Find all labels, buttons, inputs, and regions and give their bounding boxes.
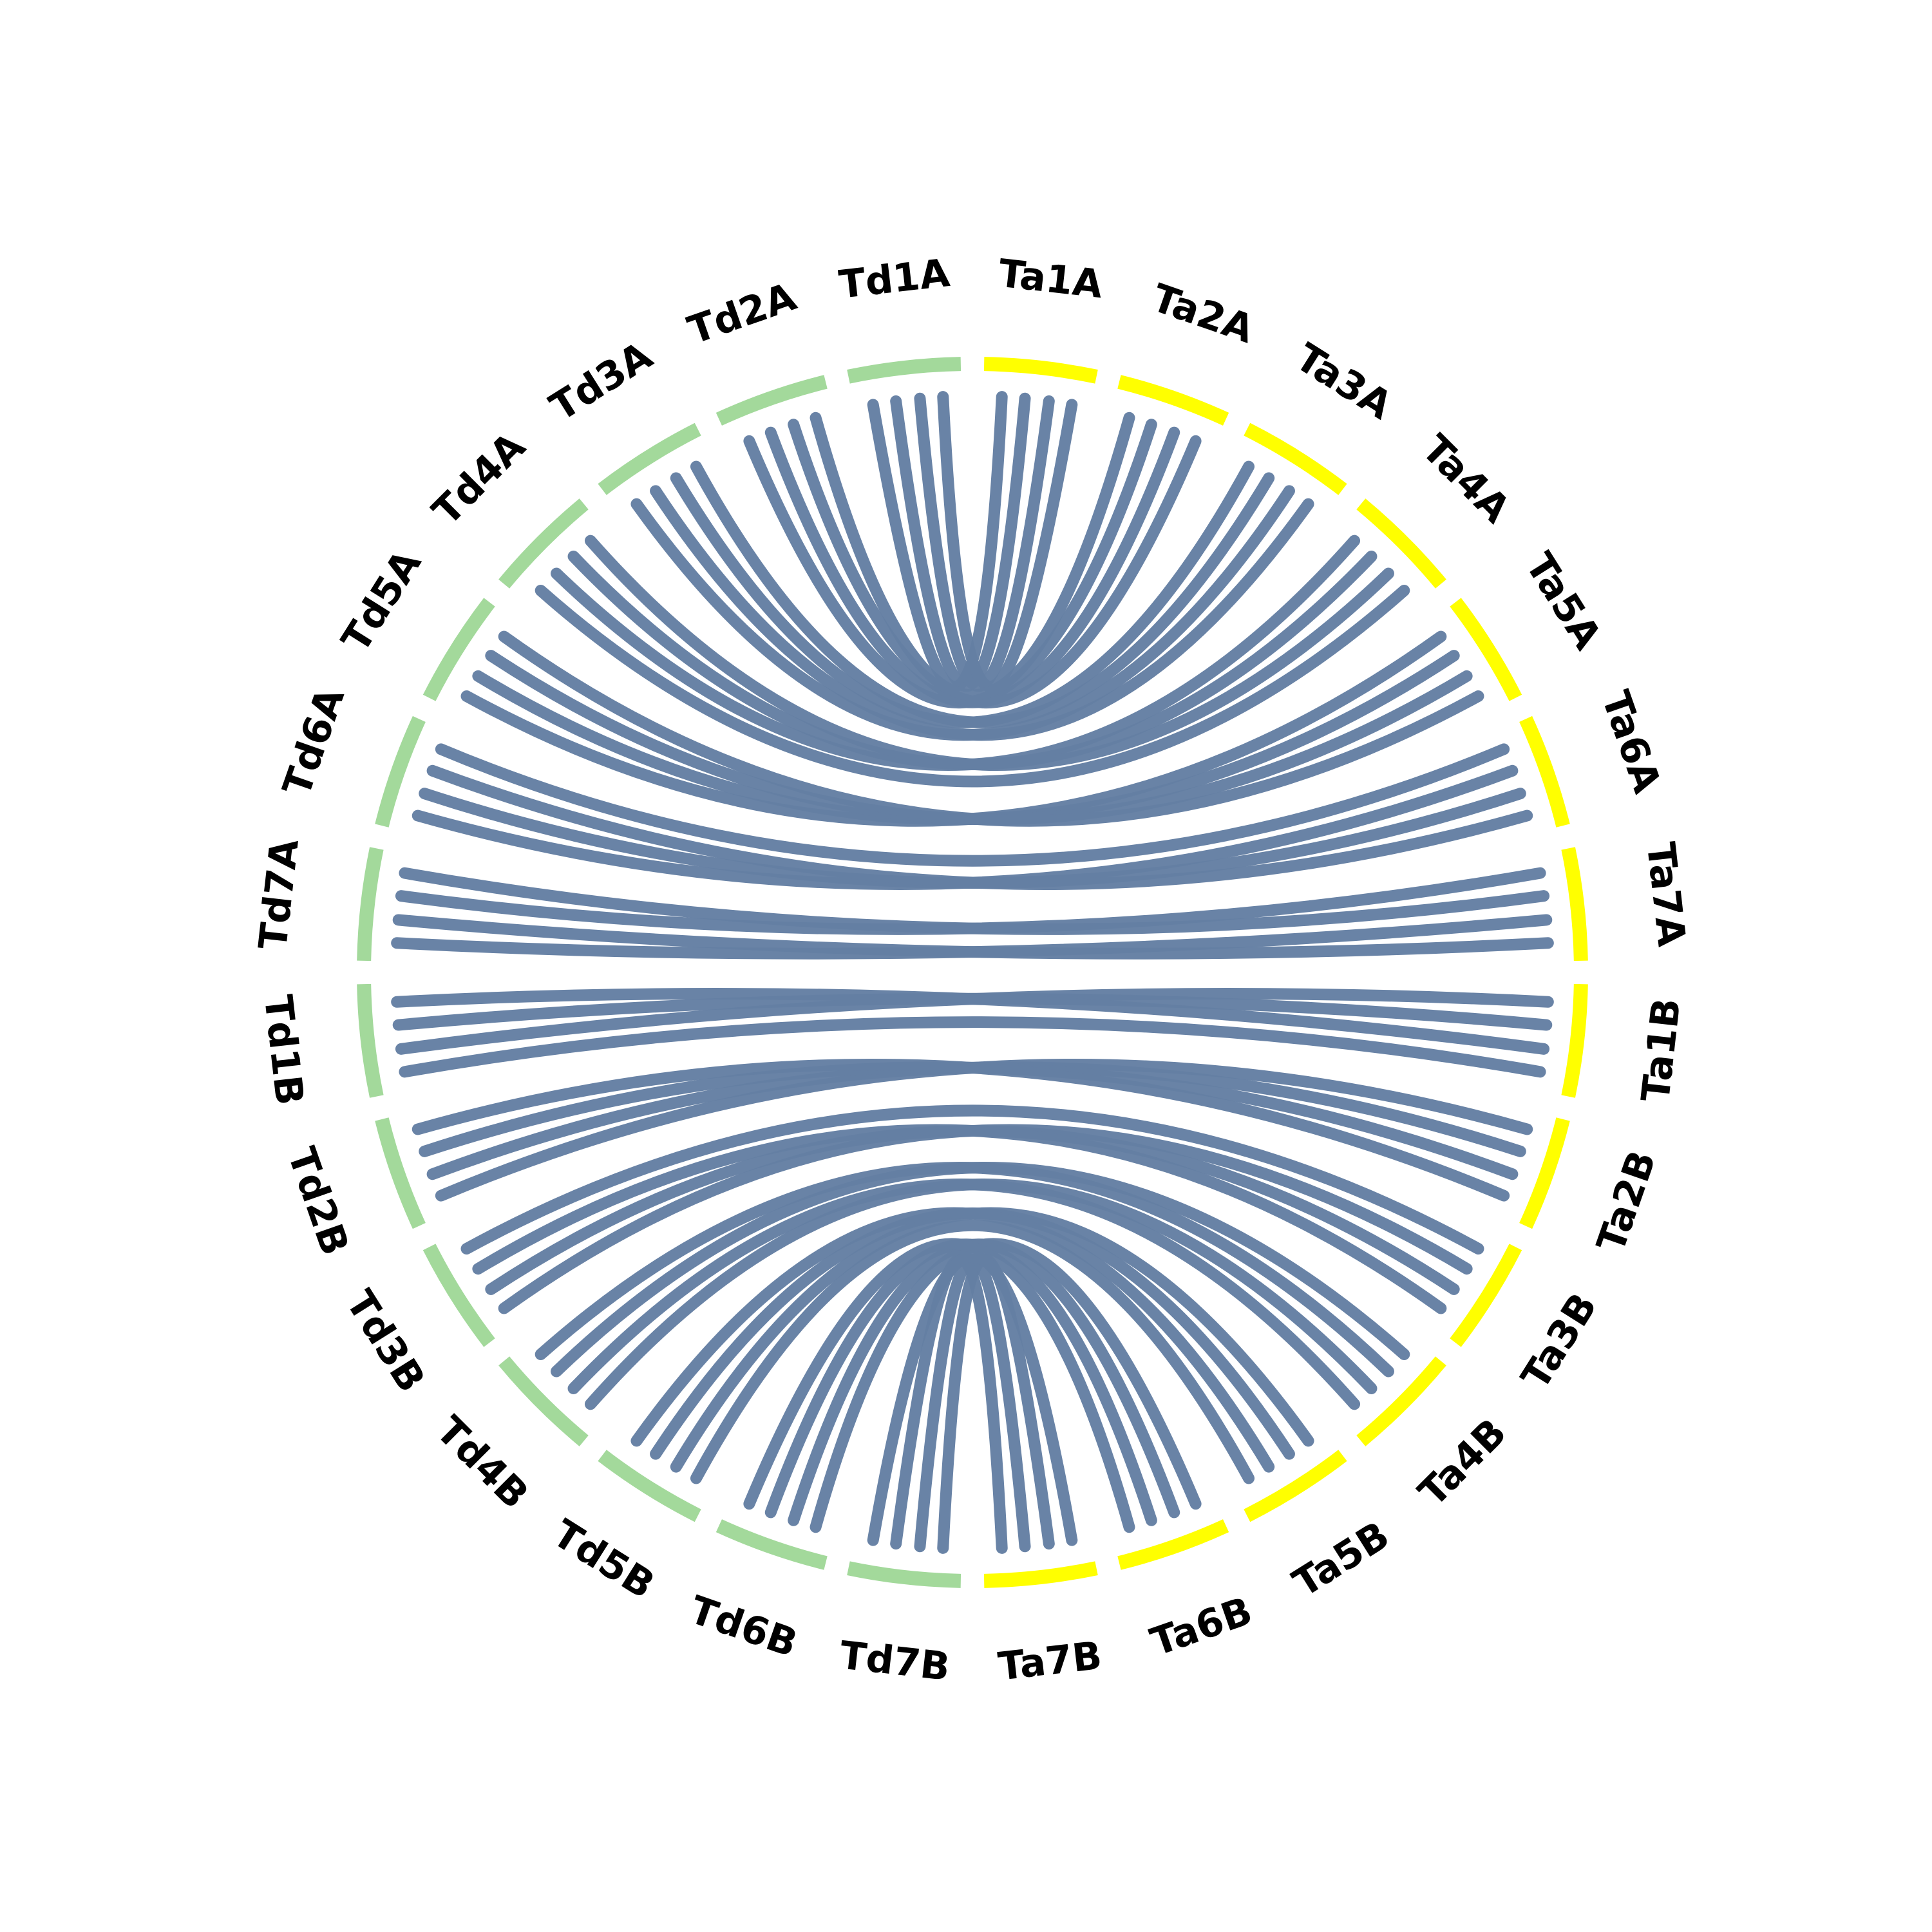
segment-label: Ta2A xyxy=(1146,276,1260,353)
td-segment xyxy=(498,1356,589,1446)
td-segment xyxy=(375,1117,426,1229)
link xyxy=(690,1219,1255,1484)
td-segment xyxy=(422,598,495,701)
link xyxy=(412,1059,1510,1202)
segment-label: Td4A xyxy=(424,424,535,535)
link xyxy=(584,535,1394,771)
ta-segment xyxy=(1117,375,1229,426)
segment-label: Td7B xyxy=(837,1633,952,1690)
link xyxy=(412,764,1519,890)
links xyxy=(391,391,1554,1554)
segment-label: Ta5B xyxy=(1285,1513,1397,1606)
td-segment xyxy=(598,422,701,495)
segment-label: Ta2B xyxy=(1589,1145,1665,1258)
segment-label: Ta1A xyxy=(996,251,1105,308)
link xyxy=(690,460,1275,728)
segment-label: Td1B xyxy=(255,992,312,1107)
link xyxy=(435,743,1510,867)
segment-label: Td3A xyxy=(542,333,660,430)
td-segment xyxy=(375,715,426,828)
td-segment xyxy=(357,983,384,1098)
segment-label: Td1A xyxy=(837,251,952,308)
segment-label: Td5A xyxy=(333,542,430,660)
segment-label: Td4B xyxy=(427,1408,537,1518)
link xyxy=(399,867,1550,935)
link xyxy=(630,1207,1275,1473)
link xyxy=(788,419,1202,709)
ta-segment xyxy=(1561,983,1588,1098)
segment-label: Ta6B xyxy=(1145,1589,1258,1665)
td-segment xyxy=(598,1450,701,1522)
segment-label: Td7A xyxy=(251,837,308,952)
link xyxy=(426,764,1533,890)
segment-label: Td2B xyxy=(278,1142,357,1261)
link xyxy=(391,988,1550,1055)
ta-segment xyxy=(1356,1356,1446,1446)
ta-segment xyxy=(1561,847,1588,961)
link xyxy=(535,1161,1394,1378)
td-segment xyxy=(847,357,961,384)
ta-segment xyxy=(1450,1244,1522,1347)
td-segment xyxy=(715,375,828,426)
segment-label: Ta7B xyxy=(996,1633,1104,1690)
segment-label: Ta5A xyxy=(1517,545,1611,658)
link xyxy=(867,1251,1078,1546)
segment-label: Ta4B xyxy=(1410,1410,1515,1515)
ta-segment xyxy=(1117,1519,1229,1570)
segment-label: Ta4A xyxy=(1413,426,1519,532)
ta-segment xyxy=(983,1561,1098,1588)
link xyxy=(650,485,1314,741)
ta-segment xyxy=(1244,1450,1347,1522)
link xyxy=(567,1179,1361,1410)
link xyxy=(743,1238,1135,1533)
segment-label: Ta3A xyxy=(1287,335,1400,429)
segment-label: Ta3B xyxy=(1513,1285,1606,1397)
segment-label: Ta7A xyxy=(1638,840,1694,949)
ta-segment xyxy=(1356,498,1446,589)
link xyxy=(399,1016,1546,1078)
link xyxy=(392,914,1554,960)
link xyxy=(460,1104,1484,1255)
td-segment xyxy=(357,847,384,961)
td-segment xyxy=(847,1561,961,1588)
ring xyxy=(357,357,1588,1588)
segment-label: Td6B xyxy=(684,1587,803,1667)
link xyxy=(535,584,1410,788)
link xyxy=(498,630,1484,827)
td-segment xyxy=(422,1244,495,1347)
segment-label: Td3B xyxy=(337,1283,433,1400)
segment-label: Td5B xyxy=(545,1511,662,1607)
link xyxy=(472,1124,1447,1314)
segment-label: Ta1B xyxy=(1633,996,1690,1104)
td-segment xyxy=(715,1519,828,1570)
ta-segment xyxy=(1450,598,1522,701)
ta-segment xyxy=(1519,715,1570,828)
link xyxy=(810,412,1135,701)
ta-segment xyxy=(1519,1117,1570,1229)
ta-segment xyxy=(1244,422,1347,495)
ta-segment xyxy=(983,357,1098,384)
td-segment xyxy=(498,498,589,589)
segment-label: Td6A xyxy=(274,682,354,802)
segment-label: Ta6A xyxy=(1593,685,1670,799)
link xyxy=(890,392,1031,692)
segment-label: Td2A xyxy=(682,274,802,354)
